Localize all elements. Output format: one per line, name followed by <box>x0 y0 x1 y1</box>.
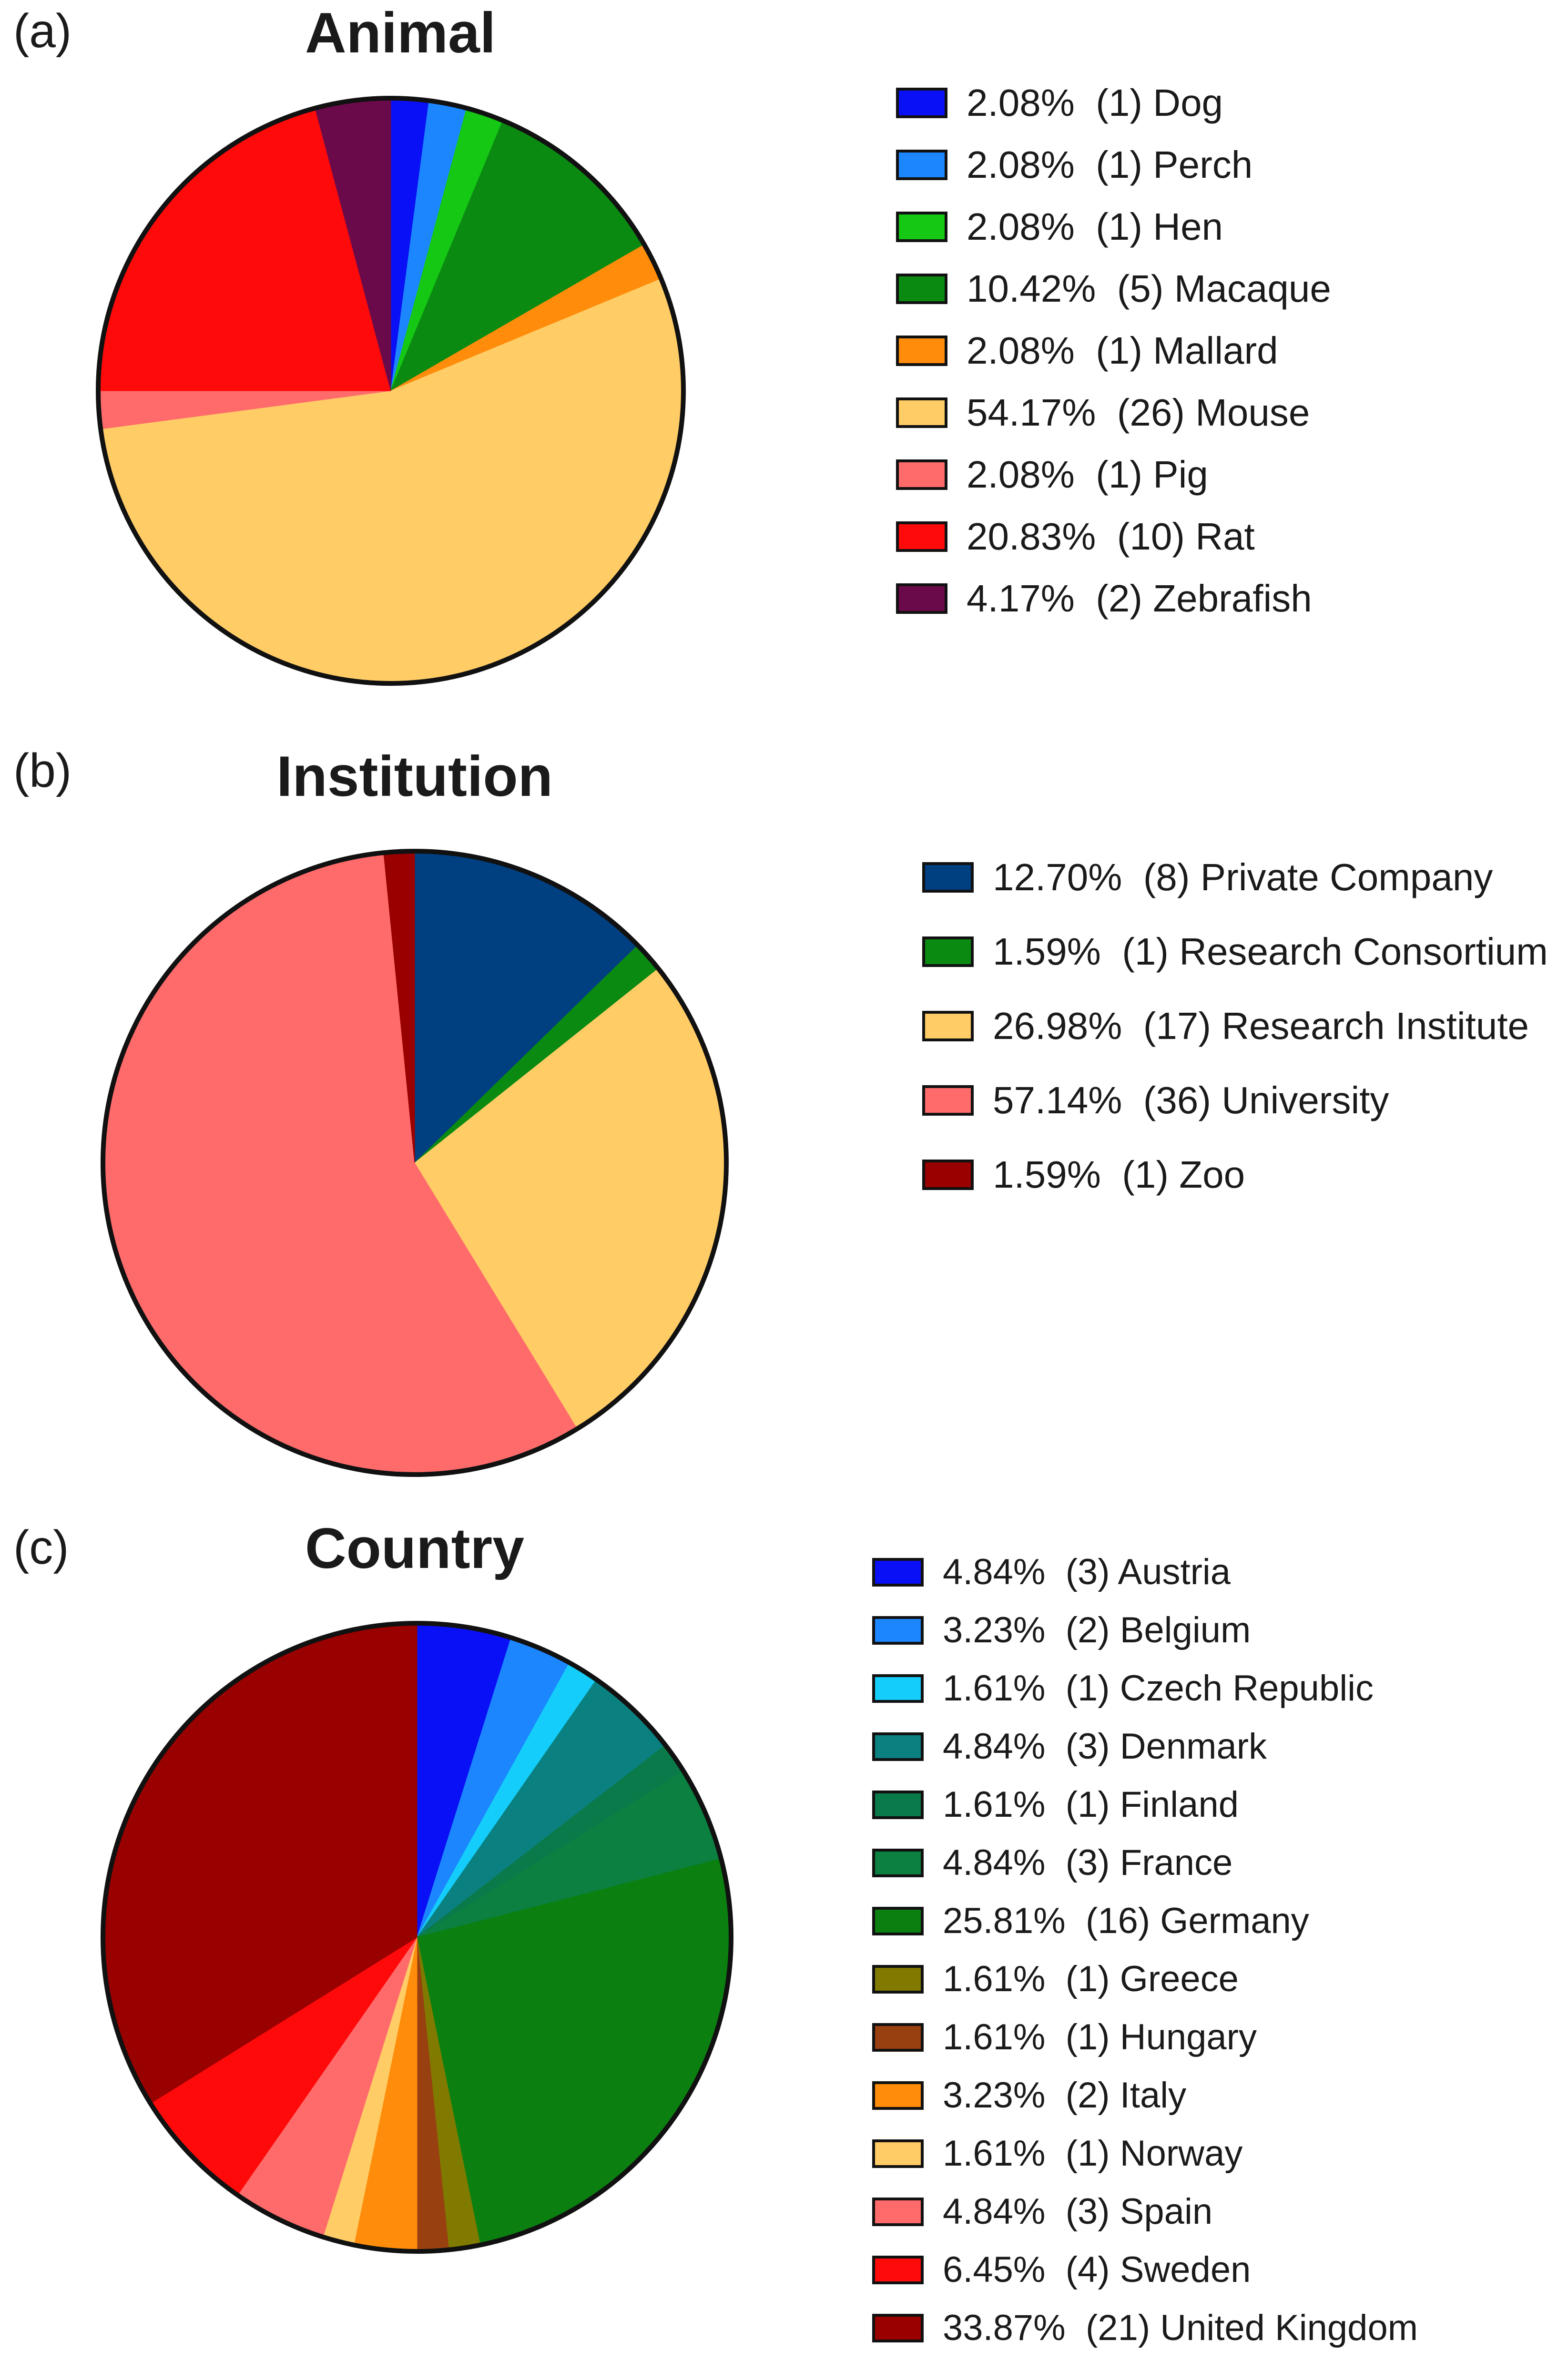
legend-item-mallard: 2.08% (1) Mallard <box>896 329 1278 373</box>
legend-item-finland: 1.61% (1) Finland <box>872 1784 1239 1825</box>
legend-item-dog: 2.08% (1) Dog <box>896 81 1223 125</box>
legend-swatch <box>872 1906 924 1935</box>
legend-item-research-consortium: 1.59% (1) Research Consortium <box>922 930 1548 974</box>
animal-title: Animal <box>305 1 496 65</box>
legend-item-denmark: 4.84% (3) Denmark <box>872 1726 1267 1767</box>
legend-item-greece: 1.61% (1) Greece <box>872 1958 1239 2000</box>
legend-item-norway: 1.61% (1) Norway <box>872 2133 1242 2174</box>
legend-swatch <box>896 88 947 118</box>
panel-label-c: (c) <box>13 1521 69 1574</box>
legend-label: 4.84% (3) Denmark <box>943 1726 1267 1767</box>
legend-item-zebrafish: 4.17% (2) Zebrafish <box>896 577 1312 621</box>
legend-label: 1.61% (1) Hungary <box>943 2017 1257 2057</box>
legend-item-united-kingdom: 33.87% (21) United Kingdom <box>872 2307 1418 2349</box>
legend-swatch <box>872 1557 924 1587</box>
legend-label: 2.08% (1) Hen <box>967 205 1223 248</box>
legend-label: 1.61% (1) Greece <box>943 1959 1239 1999</box>
legend-swatch <box>896 521 947 552</box>
legend-item-macaque: 10.42% (5) Macaque <box>896 267 1331 311</box>
legend-label: 25.81% (16) Germany <box>943 1901 1309 1941</box>
legend-swatch <box>896 459 947 490</box>
legend-item-zoo: 1.59% (1) Zoo <box>922 1153 1245 1197</box>
country-panel: (c) Country 4.84% (3) Austria 3.23% (2) B… <box>0 1496 1568 2361</box>
legend-item-research-institute: 26.98% (17) Research Institute <box>922 1004 1529 1048</box>
legend-swatch <box>896 274 947 304</box>
legend-item-austria: 4.84% (3) Austria <box>872 1551 1231 1593</box>
legend-item-hungary: 1.61% (1) Hungary <box>872 2016 1257 2058</box>
legend-label: 4.84% (3) Spain <box>943 2191 1213 2232</box>
legend-swatch <box>872 2197 924 2226</box>
legend-swatch <box>872 1616 924 1645</box>
legend-item-mouse: 54.17% (26) Mouse <box>896 391 1310 435</box>
legend-label: 2.08% (1) Dog <box>967 81 1223 124</box>
legend-item-private-company: 12.70% (8) Private Company <box>922 855 1493 899</box>
legend-label: 3.23% (2) Italy <box>943 2075 1187 2116</box>
legend-swatch <box>922 1085 974 1116</box>
legend-swatch <box>896 336 947 366</box>
legend-item-university: 57.14% (36) University <box>922 1079 1389 1122</box>
legend-swatch <box>922 936 974 967</box>
legend-item-czech-republic: 1.61% (1) Czech Republic <box>872 1668 1374 1709</box>
legend-item-germany: 25.81% (16) Germany <box>872 1900 1309 1942</box>
pie-outline <box>101 1621 733 2254</box>
legend-swatch <box>872 1732 924 1761</box>
institution-pie-chart <box>101 849 729 1477</box>
legend-swatch <box>872 2255 924 2284</box>
legend-label: 1.59% (1) Zoo <box>993 1153 1245 1196</box>
legend-swatch <box>872 2023 924 2052</box>
country-pie-chart <box>101 1621 733 2254</box>
legend-item-perch: 2.08% (1) Perch <box>896 143 1252 187</box>
animal-pie-chart <box>96 96 686 686</box>
legend-label: 10.42% (5) Macaque <box>967 267 1331 310</box>
legend-item-france: 4.84% (3) France <box>872 1842 1232 1883</box>
legend-item-belgium: 3.23% (2) Belgium <box>872 1609 1251 1651</box>
legend-item-hen: 2.08% (1) Hen <box>896 205 1223 249</box>
legend-label: 2.08% (1) Pig <box>967 453 1208 496</box>
legend-label: 4.84% (3) Austria <box>943 1552 1231 1592</box>
legend-label: 3.23% (2) Belgium <box>943 1610 1251 1650</box>
legend-swatch <box>896 150 947 180</box>
legend-label: 20.83% (10) Rat <box>967 515 1255 558</box>
legend-label: 4.17% (2) Zebrafish <box>967 577 1312 620</box>
legend-swatch <box>872 2139 924 2168</box>
legend-swatch <box>872 1848 924 1877</box>
legend-label: 54.17% (26) Mouse <box>967 391 1310 434</box>
country-title: Country <box>305 1516 524 1580</box>
pie-outline <box>101 849 729 1477</box>
legend-item-rat: 20.83% (10) Rat <box>896 515 1255 559</box>
legend-item-italy: 3.23% (2) Italy <box>872 2075 1186 2116</box>
legend-label: 1.61% (1) Norway <box>943 2133 1243 2174</box>
legend-swatch <box>896 397 947 428</box>
legend-label: 4.84% (3) France <box>943 1842 1233 1883</box>
legend-label: 1.59% (1) Research Consortium <box>993 930 1548 973</box>
legend-label: 1.61% (1) Czech Republic <box>943 1668 1374 1709</box>
legend-swatch <box>896 583 947 614</box>
legend-swatch <box>896 212 947 242</box>
legend-swatch <box>922 862 974 893</box>
legend-swatch <box>872 1790 924 1819</box>
legend-item-sweden: 6.45% (4) Sweden <box>872 2249 1251 2290</box>
legend-label: 2.08% (1) Mallard <box>967 329 1278 372</box>
panel-label-a: (a) <box>13 4 72 58</box>
legend-item-pig: 2.08% (1) Pig <box>896 453 1208 497</box>
legend-item-spain: 4.84% (3) Spain <box>872 2191 1212 2232</box>
legend-label: 26.98% (17) Research Institute <box>993 1005 1529 1047</box>
legend-swatch <box>922 1011 974 1041</box>
pie-outline <box>96 96 686 686</box>
animal-panel: (a) Animal 2.08% (1) Dog 2.08% (1) Perch 2… <box>0 0 1568 743</box>
legend-label: 33.87% (21) United Kingdom <box>943 2308 1418 2348</box>
legend-label: 6.45% (4) Sweden <box>943 2249 1251 2290</box>
legend-label: 1.61% (1) Finland <box>943 1784 1239 1825</box>
institution-panel: (b) Institution 12.70% (8) Private Compa… <box>0 743 1568 1496</box>
panel-label-b: (b) <box>13 744 72 797</box>
legend-swatch <box>872 1674 924 1703</box>
legend-label: 12.70% (8) Private Company <box>993 856 1493 898</box>
legend-swatch <box>922 1160 974 1190</box>
legend-label: 2.08% (1) Perch <box>967 143 1253 186</box>
legend-label: 57.14% (36) University <box>993 1079 1389 1121</box>
legend-swatch <box>872 2081 924 2110</box>
legend-swatch <box>872 1964 924 1994</box>
institution-title: Institution <box>276 744 553 808</box>
legend-swatch <box>872 2313 924 2342</box>
